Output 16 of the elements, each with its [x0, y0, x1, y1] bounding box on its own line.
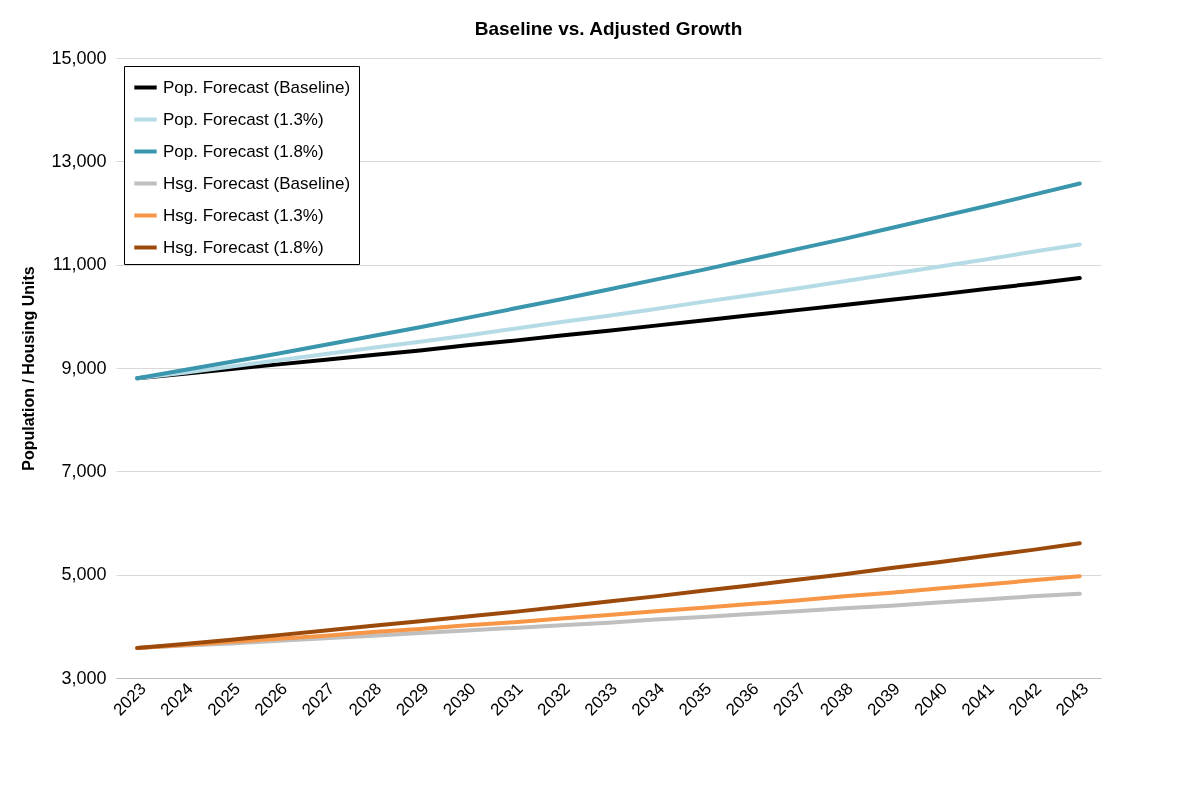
legend-label: Hsg. Forecast (1.8%) [163, 237, 324, 257]
y-tick-label: 9,000 [61, 357, 107, 378]
line-series [135, 541, 1082, 651]
y-tick-label: 15,000 [51, 47, 107, 68]
legend-label: Pop. Forecast (Baseline) [163, 77, 351, 97]
y-tick-label: 5,000 [61, 564, 107, 585]
y-tick-label: 11,000 [52, 254, 107, 275]
legend-label: Pop. Forecast (1.3%) [163, 109, 324, 129]
y-tick-label: 3,000 [61, 667, 107, 688]
chart-title: Baseline vs. Adjusted Growth [474, 18, 743, 39]
legend-label: Hsg. Forecast (Baseline) [163, 173, 351, 193]
legend-label: Pop. Forecast (1.8%) [163, 141, 324, 161]
legend-label: Hsg. Forecast (1.3%) [163, 205, 324, 225]
y-tick-label: 7,000 [61, 460, 107, 481]
y-tick-label: 13,000 [51, 150, 107, 171]
y-axis-title: Population / Housing Units [20, 266, 38, 471]
